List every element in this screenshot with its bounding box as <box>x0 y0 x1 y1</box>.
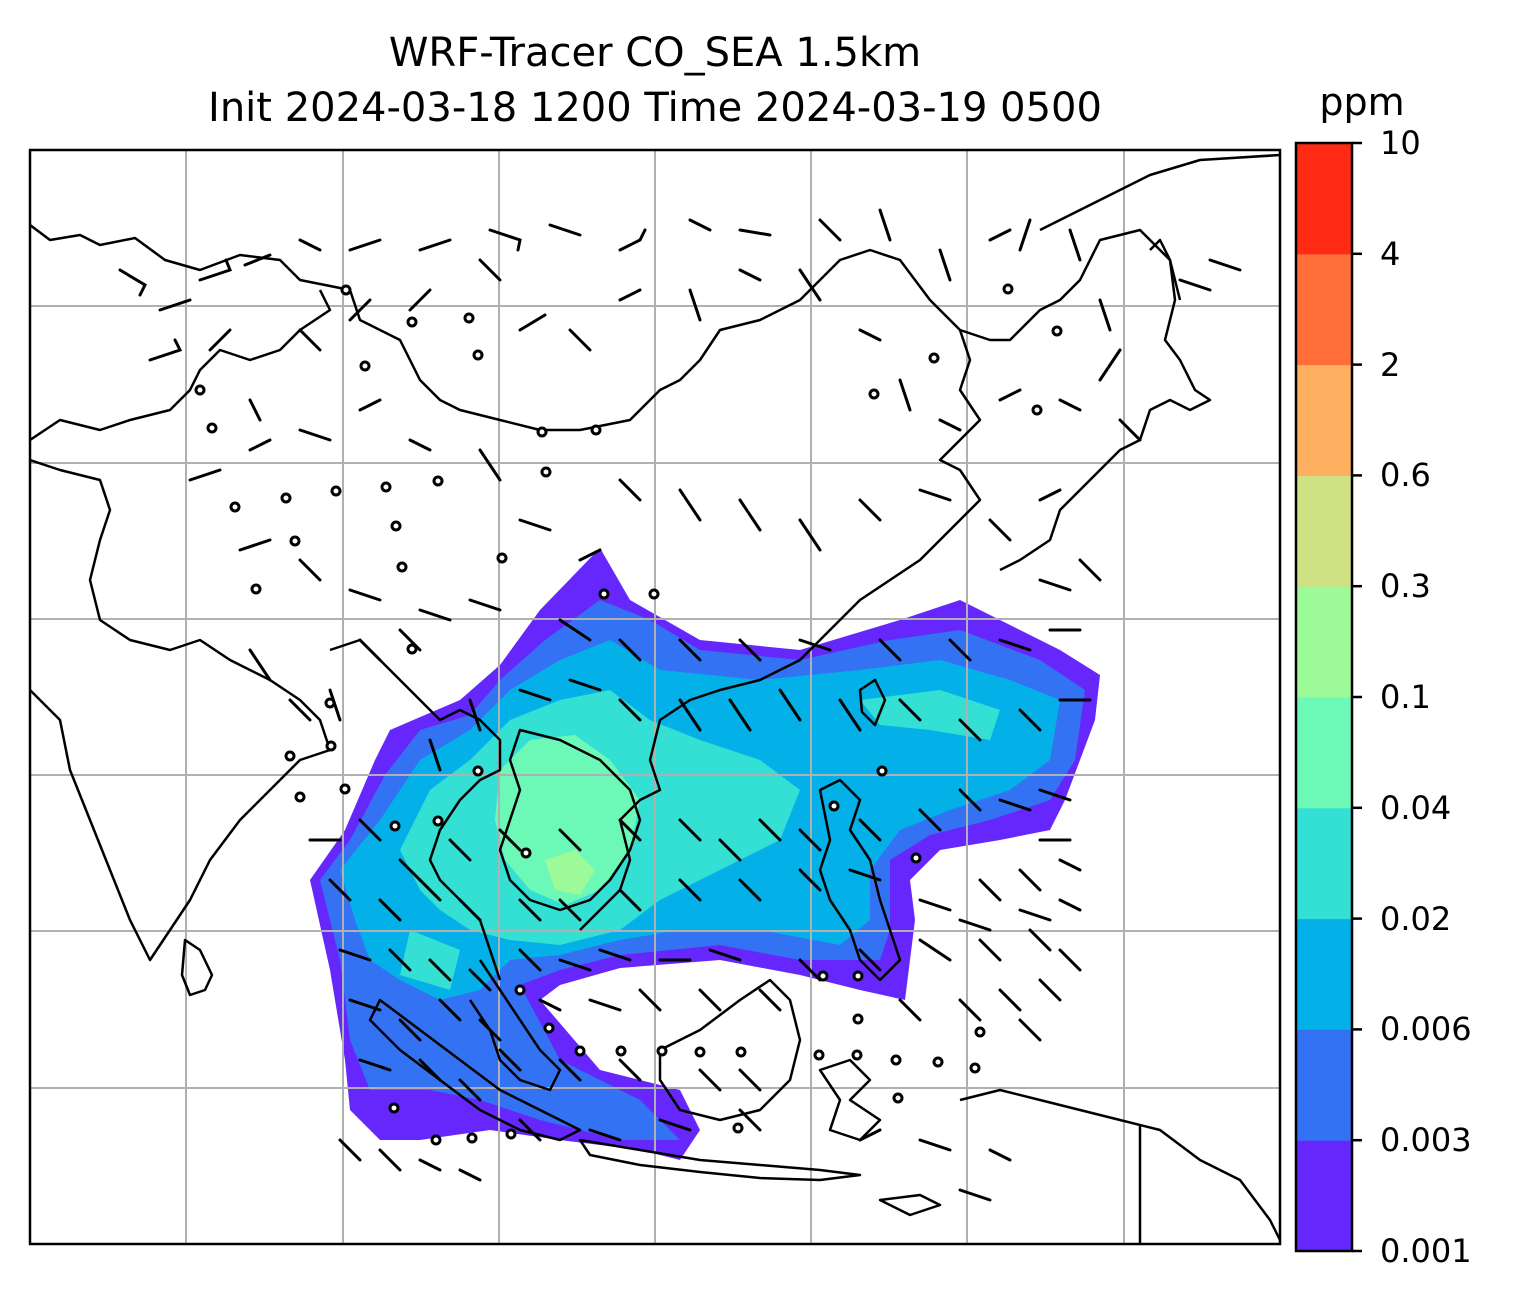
colorbar-segment <box>1296 253 1352 366</box>
colorbar-segment <box>1296 475 1352 587</box>
java <box>578 1138 862 1182</box>
china-coast <box>579 329 982 931</box>
sumatra <box>368 998 582 1142</box>
indochina <box>498 728 642 912</box>
colorbar-segment <box>1296 918 1352 1030</box>
colorbar-tick-label: 0.02 <box>1380 899 1452 938</box>
colorbar-tick-label: 0.6 <box>1380 456 1431 495</box>
colorbar-segment <box>1296 1029 1352 1141</box>
colorbar-segment <box>1296 143 1352 255</box>
colorbar-segment <box>1296 697 1352 809</box>
borneo <box>658 978 802 1122</box>
colorbar-tick-label: 2 <box>1380 345 1401 384</box>
colorbar-tick-label: 4 <box>1380 234 1401 273</box>
taiwan <box>858 678 887 727</box>
colorbar-unit-label: ppm <box>1319 80 1405 124</box>
colorbar-segment <box>1296 364 1352 476</box>
map-title-line-2: Init 2024-03-18 1200 Time 2024-03-19 050… <box>208 85 1102 131</box>
sulawesi <box>818 1058 882 1142</box>
colorbar-tick-label: 0.04 <box>1380 788 1452 827</box>
malay-peninsula <box>468 959 562 1092</box>
plume-0.1 <box>545 850 595 895</box>
colorbar-segment <box>1296 586 1352 698</box>
philippines <box>818 778 902 982</box>
plume-0.04 <box>495 735 640 905</box>
east-coast-russia <box>1039 153 1280 232</box>
colorbar-tick-label: 10 <box>1380 124 1421 162</box>
colorbar-tick-label: 0.006 <box>1380 1010 1472 1049</box>
map-frame <box>28 148 1282 1246</box>
calm-wind-markers <box>194 283 1063 1146</box>
map-title-line-1: WRF-Tracer CO_SEA 1.5km <box>388 30 922 76</box>
sri-lanka <box>180 938 214 997</box>
colorbar-tick-label: 0.3 <box>1380 567 1431 606</box>
colorbar-tick-label: 0.001 <box>1380 1232 1472 1270</box>
new-guinea <box>959 1088 1280 1244</box>
colorbar-tick-label: 0.1 <box>1380 678 1431 716</box>
korea-japan <box>999 238 1212 572</box>
colorbar-tick-label: 0.003 <box>1380 1121 1472 1160</box>
wind-barbs <box>118 208 1242 1202</box>
colorbar-segment <box>1296 1140 1352 1252</box>
colorbar <box>1294 141 1362 1253</box>
timor <box>878 1193 942 1217</box>
colorbar-segment <box>1296 807 1352 920</box>
map-gridlines <box>30 150 1280 1244</box>
